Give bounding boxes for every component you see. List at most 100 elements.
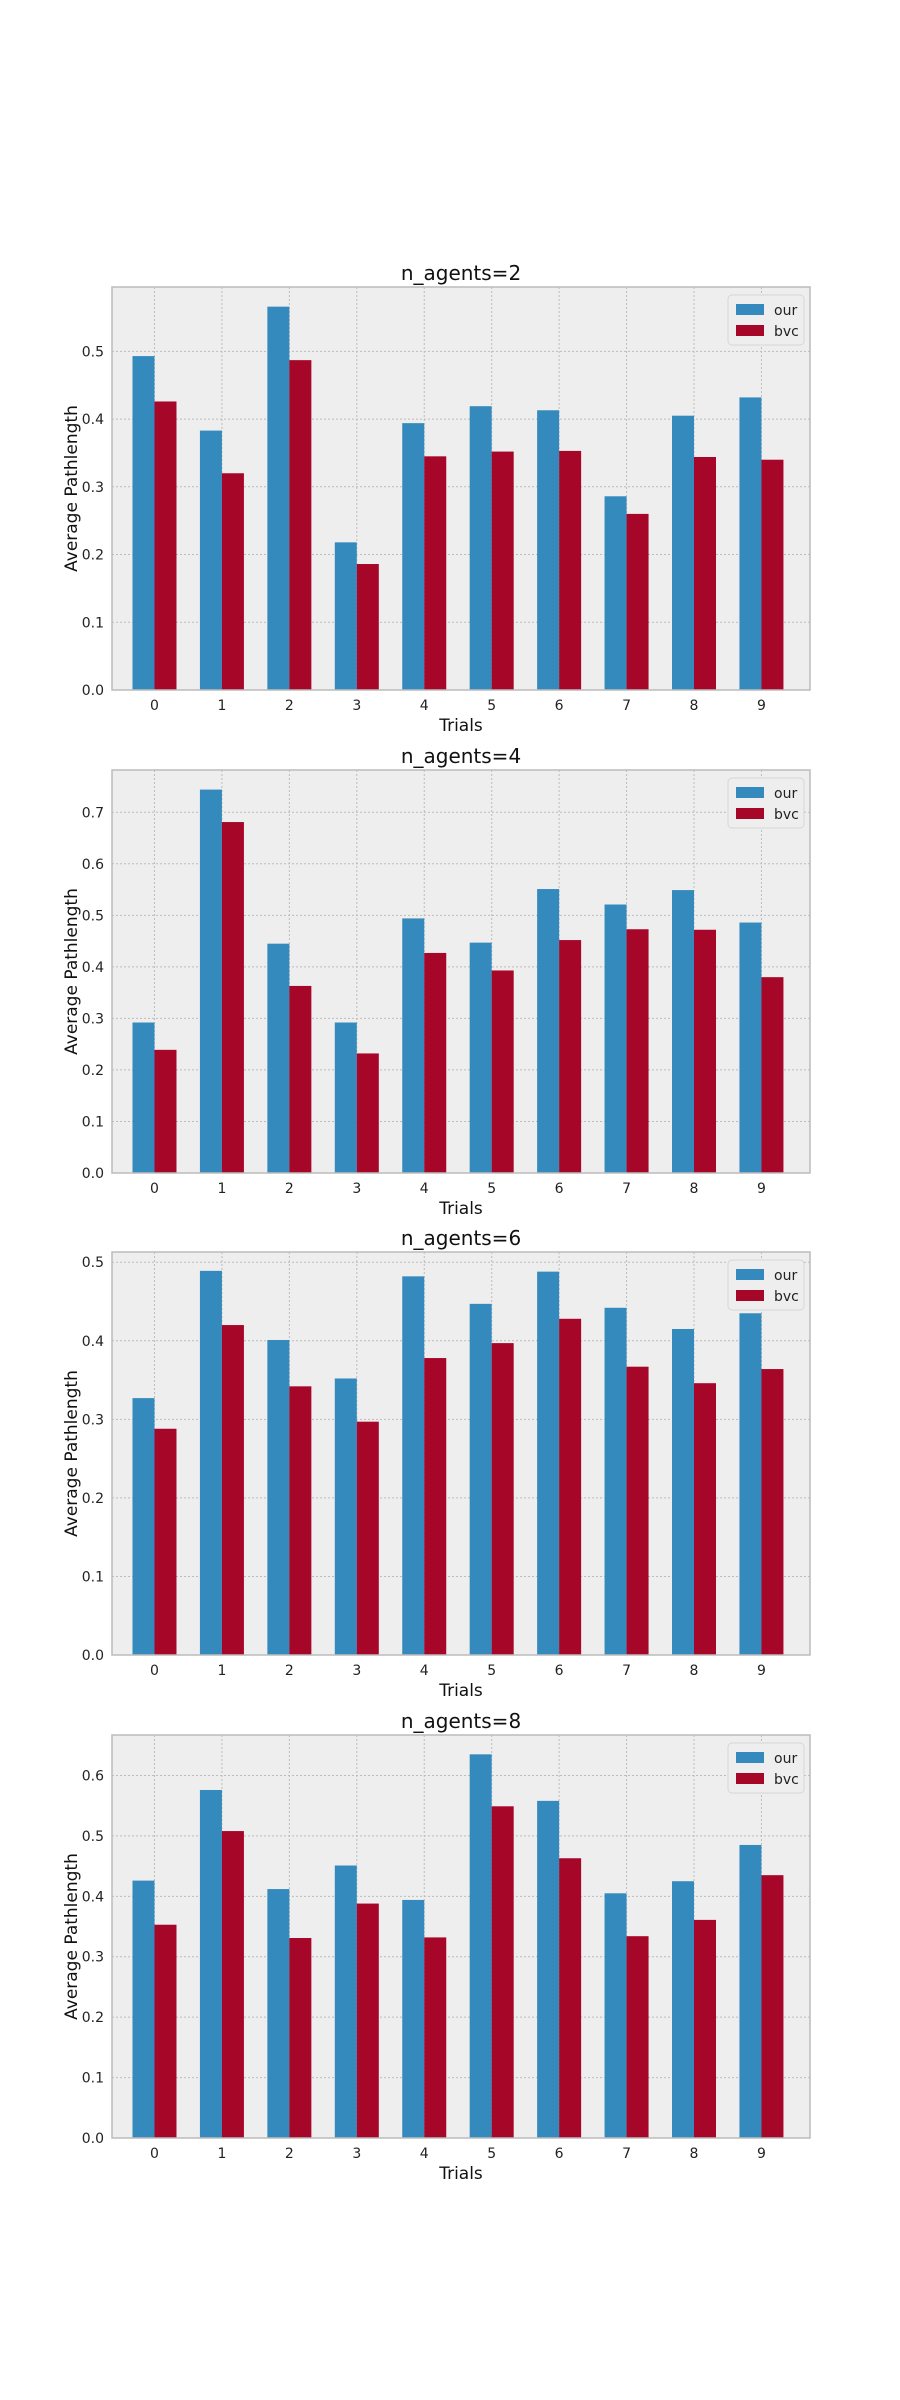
bar-our-8	[672, 1881, 695, 2138]
x-tick-label: 8	[690, 1663, 699, 1679]
bar-bvc-8	[694, 457, 717, 690]
legend-label-bvc: bvc	[774, 324, 799, 340]
y-tick-label: 0.1	[82, 615, 104, 631]
bar-bvc-8	[694, 1383, 717, 1655]
bar-bvc-2	[289, 1938, 312, 2138]
bar-bvc-9	[761, 459, 784, 690]
x-axis-label: Trials	[438, 1681, 483, 1701]
y-tick-label: 0.3	[82, 1950, 104, 1966]
legend-label-bvc: bvc	[774, 807, 799, 823]
bar-bvc-5	[491, 970, 514, 1173]
x-tick-label: 8	[690, 2146, 699, 2162]
y-tick-label: 0.2	[82, 1063, 104, 1079]
y-tick-label: 0.1	[82, 2071, 104, 2087]
legend-label-our: our	[774, 1751, 797, 1767]
legend-label-our: our	[774, 303, 797, 319]
bar-our-7	[604, 904, 627, 1173]
y-tick-label: 0.5	[82, 344, 104, 360]
x-tick-label: 1	[217, 698, 226, 714]
x-tick-label: 6	[555, 2146, 564, 2162]
x-tick-label: 8	[690, 1181, 699, 1197]
y-axis-label: Average Pathlength	[62, 405, 82, 572]
bar-our-4	[402, 1899, 425, 2138]
x-axis-label: Trials	[438, 2164, 483, 2184]
legend-swatch-bvc	[736, 1290, 764, 1301]
bar-bvc-4	[424, 952, 447, 1173]
bar-our-2	[267, 306, 290, 690]
y-tick-label: 0.0	[82, 1166, 104, 1182]
chart-title: n_agents=8	[401, 1709, 521, 1733]
legend-swatch-bvc	[736, 325, 764, 336]
x-tick-label: 1	[217, 1663, 226, 1679]
chart-title: n_agents=6	[401, 1226, 521, 1250]
y-tick-label: 0.1	[82, 1114, 104, 1130]
bar-our-3	[334, 542, 357, 690]
bar-our-8	[672, 415, 695, 690]
x-tick-label: 7	[622, 698, 631, 714]
bar-our-0	[132, 1398, 155, 1655]
y-tick-label: 0.5	[82, 908, 104, 924]
y-tick-label: 0.4	[82, 1334, 104, 1350]
bar-bvc-2	[289, 1386, 312, 1655]
chart-2: 0.0 0.1 0.2 0.3 0.4 0.5 0 1 2 3 4 5 6 7 8 9 n_agents=6 Tr…	[62, 1226, 811, 1701]
bar-bvc-6	[559, 940, 582, 1173]
x-axis-label: Trials	[438, 716, 483, 736]
y-tick-label: 0.6	[82, 857, 104, 873]
bar-our-7	[604, 496, 627, 690]
x-tick-label: 0	[150, 2146, 159, 2162]
bar-bvc-6	[559, 1318, 582, 1655]
x-tick-label: 6	[555, 698, 564, 714]
chart-0: 0.0 0.1 0.2 0.3 0.4 0.5 0 1 2 3 4 5 6 7 8 9 n_agents=2 Tr…	[62, 261, 811, 736]
bar-our-6	[537, 889, 560, 1173]
x-tick-label: 2	[285, 698, 294, 714]
x-tick-label: 4	[420, 698, 429, 714]
bar-bvc-5	[491, 451, 514, 690]
x-tick-label: 5	[487, 1663, 496, 1679]
bar-bvc-7	[626, 1366, 649, 1655]
bar-bvc-0	[154, 401, 177, 690]
bar-bvc-1	[221, 473, 244, 690]
y-tick-label: 0.5	[82, 1255, 104, 1271]
x-tick-label: 4	[420, 2146, 429, 2162]
bar-our-5	[469, 1303, 492, 1655]
y-tick-label: 0.3	[82, 480, 104, 496]
bar-bvc-2	[289, 985, 312, 1173]
y-tick-label: 0.4	[82, 1889, 104, 1905]
bar-our-0	[132, 1880, 155, 2138]
chart-title: n_agents=2	[401, 261, 521, 285]
bar-our-4	[402, 918, 425, 1173]
bar-bvc-7	[626, 929, 649, 1173]
x-tick-label: 3	[352, 1181, 361, 1197]
bar-bvc-3	[356, 1053, 379, 1173]
x-tick-label: 0	[150, 1181, 159, 1197]
y-tick-label: 0.5	[82, 1829, 104, 1845]
bar-our-9	[739, 1844, 762, 2138]
chart-3: 0.0 0.1 0.2 0.3 0.4 0.5 0.6 0 1 2 3 4 5 6 7 8 9 n_agents=…	[62, 1709, 811, 2184]
legend-label-bvc: bvc	[774, 1772, 799, 1788]
bar-our-1	[199, 789, 222, 1173]
bar-bvc-9	[761, 1875, 784, 2138]
bar-bvc-0	[154, 1924, 177, 2138]
y-tick-label: 0.7	[82, 805, 104, 821]
bar-bvc-3	[356, 564, 379, 690]
legend-label-our: our	[774, 786, 797, 802]
bar-bvc-1	[221, 822, 244, 1173]
bar-our-8	[672, 1328, 695, 1655]
x-tick-label: 3	[352, 1663, 361, 1679]
bar-bvc-5	[491, 1343, 514, 1655]
bar-our-6	[537, 1800, 560, 2138]
bar-our-7	[604, 1307, 627, 1655]
y-tick-label: 0.0	[82, 2131, 104, 2147]
bar-our-5	[469, 942, 492, 1173]
bar-our-2	[267, 943, 290, 1173]
x-tick-label: 5	[487, 1181, 496, 1197]
x-tick-label: 1	[217, 2146, 226, 2162]
bar-our-6	[537, 1271, 560, 1655]
y-tick-label: 0.2	[82, 548, 104, 564]
x-tick-label: 2	[285, 1181, 294, 1197]
bar-our-9	[739, 922, 762, 1173]
chart-title: n_agents=4	[401, 744, 521, 768]
bar-our-9	[739, 397, 762, 690]
bar-our-8	[672, 890, 695, 1173]
